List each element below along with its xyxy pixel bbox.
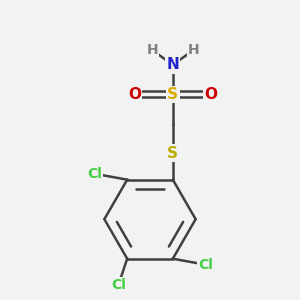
Text: Cl: Cl xyxy=(87,167,102,181)
Text: O: O xyxy=(205,87,218,102)
Text: S: S xyxy=(167,146,178,161)
Text: O: O xyxy=(128,87,141,102)
Text: N: N xyxy=(167,57,179,72)
Text: S: S xyxy=(167,87,178,102)
Text: Cl: Cl xyxy=(198,258,213,272)
Text: H: H xyxy=(146,43,158,57)
Text: Cl: Cl xyxy=(111,278,126,292)
Text: H: H xyxy=(188,43,199,57)
